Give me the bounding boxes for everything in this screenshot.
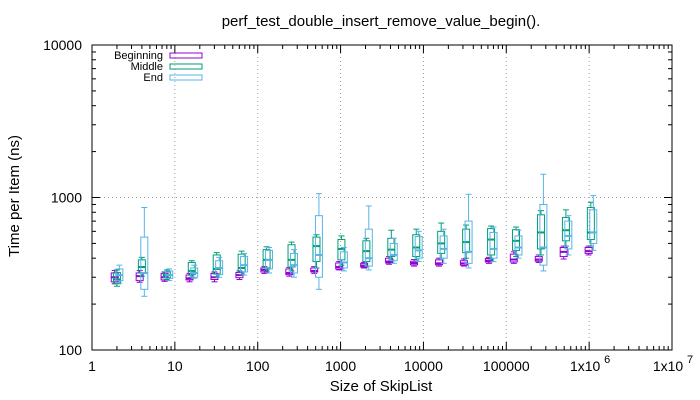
x-axis-label: Size of SkipList xyxy=(330,378,433,395)
x-tick-exponent: 6 xyxy=(604,354,610,366)
legend-label-middle: Middle xyxy=(131,61,163,73)
box-iqr xyxy=(262,249,271,269)
box-middle xyxy=(287,241,296,272)
x-tick-label: 10000 xyxy=(404,358,443,374)
box-end xyxy=(489,226,498,263)
box-iqr xyxy=(439,235,448,259)
box-iqr xyxy=(112,272,121,285)
box-end xyxy=(464,193,473,269)
box-end xyxy=(314,193,323,290)
box-beginning xyxy=(584,245,593,256)
x-tick-label: 1 xyxy=(88,358,96,374)
x-tick-label: 1x10 xyxy=(570,358,601,374)
box-end xyxy=(190,264,199,279)
axes: 1 10 100 1000 10000 100000 1x10 6 1x10 7100100010… xyxy=(43,37,693,374)
box-end xyxy=(165,268,174,282)
x-tick-exponent: 7 xyxy=(687,354,693,366)
box-iqr xyxy=(561,216,570,242)
box-middle xyxy=(112,269,121,287)
box-iqr xyxy=(285,268,294,276)
x-tick-label: 100000 xyxy=(483,358,530,374)
box-end xyxy=(140,206,149,297)
box-iqr xyxy=(437,230,446,254)
box-beginning xyxy=(534,254,543,263)
x-tick-label: 10 xyxy=(167,358,183,374)
box-end xyxy=(389,237,398,264)
legend-swatch-beginning xyxy=(169,52,203,59)
legend-label-end: End xyxy=(143,72,163,84)
y-tick-label: 10000 xyxy=(43,37,82,53)
box-middle xyxy=(561,209,570,247)
box-middle xyxy=(312,234,321,269)
chart-title: perf_test_double_insert_remove_value_beg… xyxy=(222,13,541,30)
box-iqr xyxy=(589,209,598,244)
box-iqr xyxy=(212,254,221,275)
box-end xyxy=(215,256,224,278)
box-middle xyxy=(462,224,471,259)
box-end xyxy=(364,205,373,271)
box-end xyxy=(289,249,298,278)
box-iqr xyxy=(539,203,548,266)
box-iqr xyxy=(314,215,323,278)
legend-swatch-end xyxy=(169,74,203,81)
plot-area xyxy=(110,173,598,297)
box-end xyxy=(339,247,348,272)
legend-label-beginning: Beginning xyxy=(114,50,163,62)
box-end xyxy=(539,173,548,272)
box-iqr xyxy=(187,261,196,276)
x-tick-label: 1x10 xyxy=(653,358,684,374)
box-iqr xyxy=(434,259,443,266)
box-iqr xyxy=(389,242,398,262)
box-iqr xyxy=(335,262,344,270)
box-iqr xyxy=(289,252,298,274)
box-iqr xyxy=(489,231,498,259)
box-iqr xyxy=(412,234,421,258)
legend-swatch-middle xyxy=(169,63,203,70)
grid xyxy=(92,45,672,350)
box-end xyxy=(115,264,124,284)
box-end xyxy=(414,230,423,263)
box-iqr xyxy=(312,236,321,263)
box-iqr xyxy=(364,228,373,267)
box-iqr xyxy=(586,206,595,241)
box-end xyxy=(514,229,523,259)
box-iqr xyxy=(487,228,496,256)
box-end xyxy=(265,247,274,274)
y-tick-label: 1000 xyxy=(51,190,82,206)
box-iqr xyxy=(140,236,149,290)
box-beginning xyxy=(310,266,319,274)
box-end xyxy=(564,215,573,256)
y-tick-label: 100 xyxy=(59,342,83,358)
box-iqr xyxy=(287,244,296,268)
box-middle xyxy=(536,210,545,256)
box-end xyxy=(439,228,448,264)
box-end xyxy=(240,252,249,276)
y-axis-label: Time per Item (ns) xyxy=(6,135,23,257)
box-iqr xyxy=(464,220,473,264)
box-iqr xyxy=(414,235,423,259)
box-iqr xyxy=(514,235,523,256)
box-middle xyxy=(412,228,421,261)
x-tick-label: 1000 xyxy=(325,358,356,374)
x-tick-label: 100 xyxy=(246,358,270,374)
box-end xyxy=(589,195,598,251)
box-iqr xyxy=(339,251,348,269)
box-beginning xyxy=(335,261,344,271)
